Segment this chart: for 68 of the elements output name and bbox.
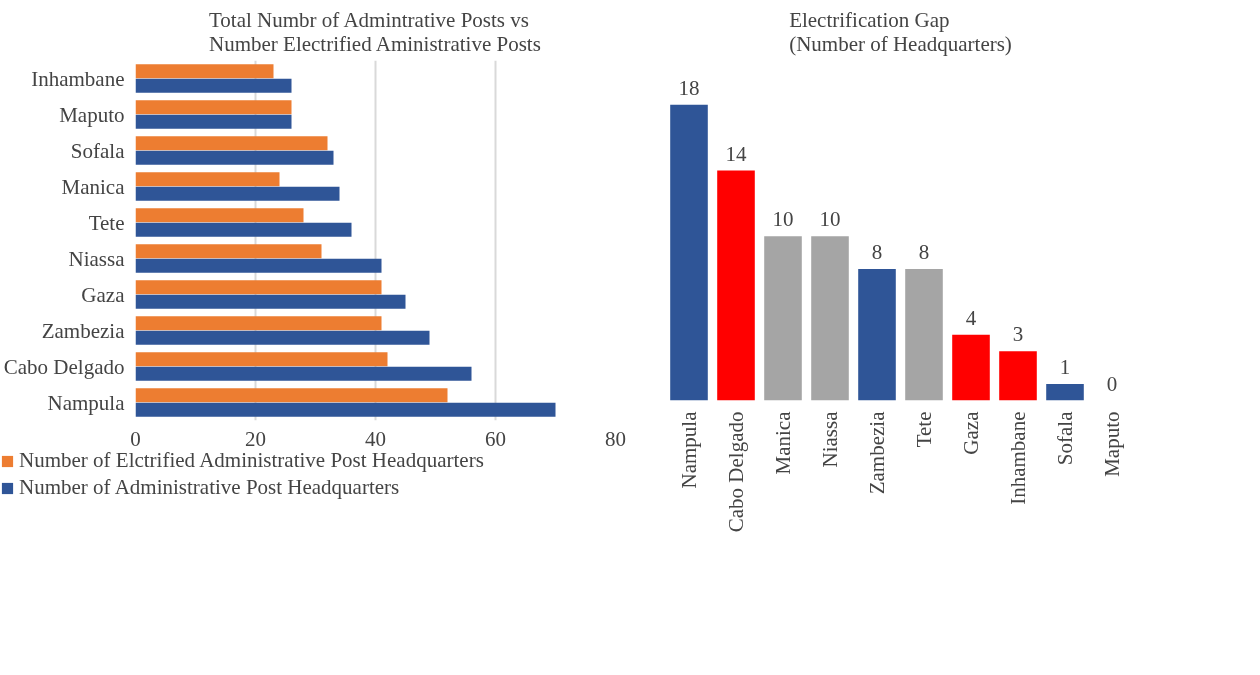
- x-tick-label: Maputo: [1100, 411, 1124, 477]
- bar: [1046, 384, 1084, 401]
- x-tick-label: Niassa: [818, 410, 842, 468]
- x-tick-label: 60: [485, 426, 506, 451]
- bar: [135, 330, 430, 345]
- legend-label: Number of Elctrified Administrative Post Headquarters: [19, 448, 484, 473]
- bar: [135, 366, 472, 381]
- chart-title: Total Numbr of Admintrative Posts vs Number Electrified Aministrative Posts: [208, 7, 541, 56]
- bar: [999, 351, 1037, 401]
- bar: [135, 244, 322, 259]
- x-tick-label: 80: [605, 426, 626, 451]
- bar: [135, 222, 352, 237]
- bar: [135, 402, 556, 417]
- data-label: 8: [871, 240, 883, 265]
- bar: [135, 186, 340, 201]
- y-tick-label: Maputo: [59, 102, 125, 127]
- bar: [905, 269, 943, 401]
- y-tick-label: Niassa: [68, 246, 126, 271]
- bar: [135, 316, 382, 331]
- data-label: 18: [678, 75, 700, 100]
- y-tick-label: Zambezia: [41, 318, 126, 343]
- bar: [135, 208, 304, 223]
- bar: [135, 352, 388, 367]
- bar: [135, 100, 292, 115]
- bar: [135, 78, 292, 93]
- bar: [670, 104, 708, 401]
- data-label: 0: [1106, 371, 1118, 396]
- x-tick-label: Sofala: [1053, 410, 1077, 466]
- x-tick-label: Gaza: [959, 410, 983, 455]
- bar: [717, 170, 755, 401]
- bar: [135, 136, 328, 151]
- bar: [135, 388, 448, 403]
- x-tick-label: 40: [365, 426, 386, 451]
- chart-title: Electrification Gap (Number of Headquarters): [789, 7, 1012, 56]
- bar: [135, 64, 274, 79]
- y-tick-label: Inhambane: [31, 66, 125, 91]
- y-tick-label: Manica: [61, 174, 126, 199]
- y-tick-label: Nampula: [47, 390, 126, 415]
- x-tick-label: 20: [245, 426, 266, 451]
- x-tick-label: Inhambane: [1006, 411, 1030, 505]
- x-tick-label: Tete: [912, 411, 936, 448]
- bar: [135, 172, 280, 187]
- y-tick-label: Cabo Delgado: [3, 354, 125, 379]
- bar: [811, 236, 849, 401]
- x-tick-label: Manica: [771, 410, 795, 475]
- data-label: 3: [1012, 322, 1024, 347]
- bar: [764, 236, 802, 401]
- x-tick-label: Cabo Delgado: [724, 411, 748, 533]
- data-label: 4: [965, 305, 977, 330]
- y-tick-label: Sofala: [70, 138, 126, 163]
- legend-label: Number of Administrative Post Headquarters: [19, 475, 400, 500]
- bar: [858, 269, 896, 401]
- data-label: 8: [918, 240, 930, 265]
- x-tick-label: Zambezia: [865, 410, 889, 495]
- bar: [135, 258, 382, 273]
- bar: [952, 334, 990, 401]
- data-label: 10: [772, 207, 794, 232]
- x-tick-label: 0: [130, 426, 141, 451]
- bar: [135, 294, 406, 309]
- y-tick-label: Tete: [88, 210, 125, 235]
- x-tick-label: Nampula: [677, 410, 701, 489]
- data-label: 1: [1059, 355, 1071, 380]
- y-tick-label: Gaza: [81, 282, 126, 307]
- bar: [135, 114, 292, 129]
- bar: [135, 150, 334, 165]
- data-label: 14: [725, 141, 747, 166]
- data-label: 10: [819, 207, 841, 232]
- bar: [135, 280, 382, 295]
